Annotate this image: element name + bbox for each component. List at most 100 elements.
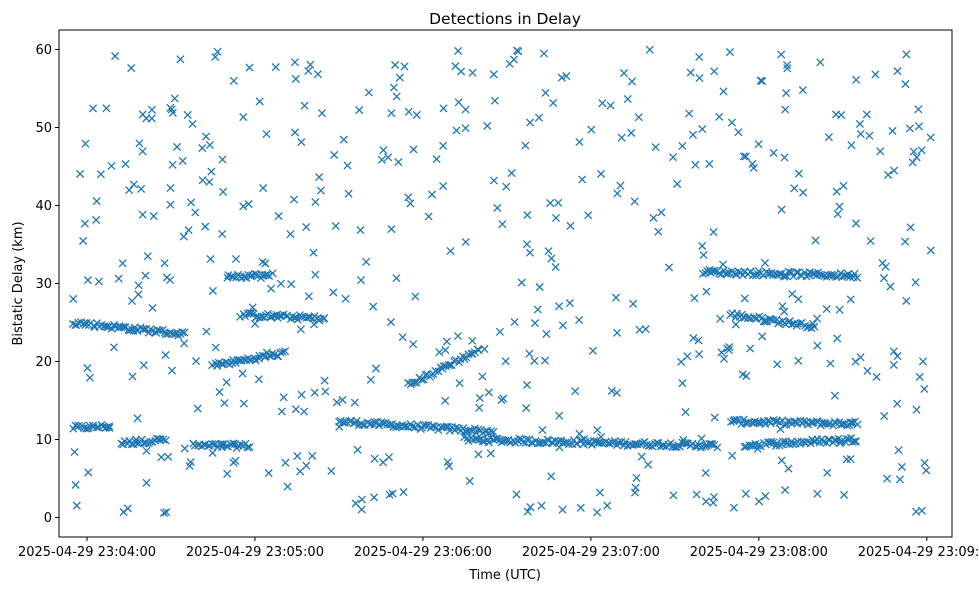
data-point-marker bbox=[781, 486, 790, 495]
data-point-marker bbox=[710, 266, 719, 275]
data-point-marker bbox=[461, 237, 470, 247]
data-point-marker bbox=[229, 76, 238, 85]
data-point-marker bbox=[855, 119, 864, 128]
data-point-marker bbox=[123, 504, 132, 513]
y-tick-label: 50 bbox=[35, 121, 52, 136]
data-point-marker bbox=[178, 328, 187, 337]
data-point-marker bbox=[725, 48, 735, 57]
data-point-marker bbox=[258, 257, 267, 267]
data-point-marker bbox=[218, 229, 227, 239]
data-point-marker bbox=[338, 395, 347, 404]
data-point-marker bbox=[562, 72, 571, 81]
data-point-marker bbox=[541, 88, 550, 97]
data-point-marker bbox=[686, 68, 695, 77]
data-point-marker bbox=[187, 198, 196, 207]
data-point-marker bbox=[102, 104, 111, 113]
data-point-marker bbox=[780, 307, 789, 316]
data-point-marker bbox=[777, 50, 786, 59]
data-point-marker bbox=[205, 177, 214, 187]
data-point-marker bbox=[339, 135, 348, 144]
data-point-marker bbox=[839, 181, 848, 190]
data-point-marker bbox=[695, 350, 704, 359]
data-point-marker bbox=[702, 497, 711, 506]
data-point-marker bbox=[281, 347, 290, 356]
data-point-marker bbox=[385, 490, 394, 499]
data-point-marker bbox=[629, 299, 638, 308]
data-point-marker bbox=[607, 386, 616, 395]
x-axis-ticks: 2025-04-29 23:04:00 2025-04-29 23:05:00 20… bbox=[18, 537, 979, 560]
data-point-marker bbox=[727, 118, 736, 127]
y-tick-label: 40 bbox=[35, 199, 52, 214]
data-point-marker bbox=[167, 366, 177, 375]
data-point-marker bbox=[695, 52, 704, 62]
data-point-marker bbox=[72, 501, 81, 510]
data-point-marker bbox=[593, 425, 602, 435]
data-point-marker bbox=[613, 189, 622, 198]
data-point-marker bbox=[746, 267, 755, 276]
data-point-marker bbox=[111, 52, 120, 61]
data-point-marker bbox=[248, 303, 257, 312]
data-point-marker bbox=[281, 458, 290, 467]
data-point-marker bbox=[833, 334, 842, 343]
data-point-marker bbox=[551, 213, 561, 223]
data-point-marker bbox=[719, 354, 729, 363]
data-point-marker bbox=[912, 507, 921, 516]
data-point-marker bbox=[542, 329, 551, 338]
data-point-marker bbox=[852, 75, 861, 84]
data-point-marker bbox=[811, 236, 820, 245]
data-point-marker bbox=[432, 155, 441, 164]
data-point-marker bbox=[922, 466, 931, 475]
data-point-marker bbox=[369, 302, 378, 311]
data-point-marker bbox=[865, 131, 874, 140]
data-point-marker bbox=[191, 208, 200, 217]
data-point-marker bbox=[315, 173, 324, 182]
data-point-marker bbox=[679, 435, 688, 444]
data-point-marker bbox=[780, 153, 789, 162]
data-point-marker bbox=[389, 83, 398, 92]
data-point-marker bbox=[778, 302, 787, 311]
data-point-marker bbox=[461, 105, 470, 114]
data-point-marker bbox=[850, 269, 859, 278]
data-point-marker bbox=[824, 133, 833, 142]
data-point-marker bbox=[141, 271, 150, 280]
data-point-marker bbox=[392, 274, 401, 283]
y-axis-label: Bistatic Delay (km) bbox=[11, 221, 26, 345]
data-point-marker bbox=[523, 211, 532, 220]
data-point-marker bbox=[391, 60, 400, 69]
data-point-marker bbox=[926, 133, 935, 142]
data-point-marker bbox=[723, 344, 732, 353]
data-point-marker bbox=[539, 49, 549, 58]
data-point-marker bbox=[575, 137, 584, 147]
data-point-marker bbox=[714, 269, 724, 278]
data-point-marker bbox=[619, 69, 629, 78]
data-point-marker bbox=[914, 105, 923, 114]
data-point-marker bbox=[835, 305, 844, 314]
data-point-marker bbox=[698, 269, 708, 278]
data-point-marker bbox=[480, 345, 489, 354]
data-point-marker bbox=[846, 418, 855, 427]
data-point-marker bbox=[220, 399, 229, 408]
data-point-marker bbox=[178, 156, 187, 165]
data-point-marker bbox=[895, 475, 904, 484]
data-point-marker bbox=[734, 128, 743, 137]
data-point-marker bbox=[702, 287, 711, 296]
data-point-marker bbox=[343, 161, 352, 170]
data-point-marker bbox=[863, 366, 872, 375]
data-point-marker bbox=[231, 254, 241, 264]
data-point-marker bbox=[595, 488, 604, 497]
data-point-marker bbox=[335, 422, 344, 431]
data-point-marker bbox=[657, 208, 666, 217]
data-point-marker bbox=[229, 439, 238, 448]
data-point-marker bbox=[475, 394, 484, 403]
data-point-marker bbox=[889, 360, 898, 370]
data-point-marker bbox=[526, 118, 535, 127]
data-point-marker bbox=[179, 232, 188, 241]
data-point-marker bbox=[571, 387, 580, 396]
data-point-marker bbox=[276, 348, 285, 357]
data-point-marker bbox=[894, 446, 903, 455]
data-point-marker bbox=[166, 275, 175, 285]
data-point-marker bbox=[243, 443, 252, 452]
data-point-marker bbox=[356, 226, 365, 235]
data-point-marker bbox=[632, 473, 641, 482]
